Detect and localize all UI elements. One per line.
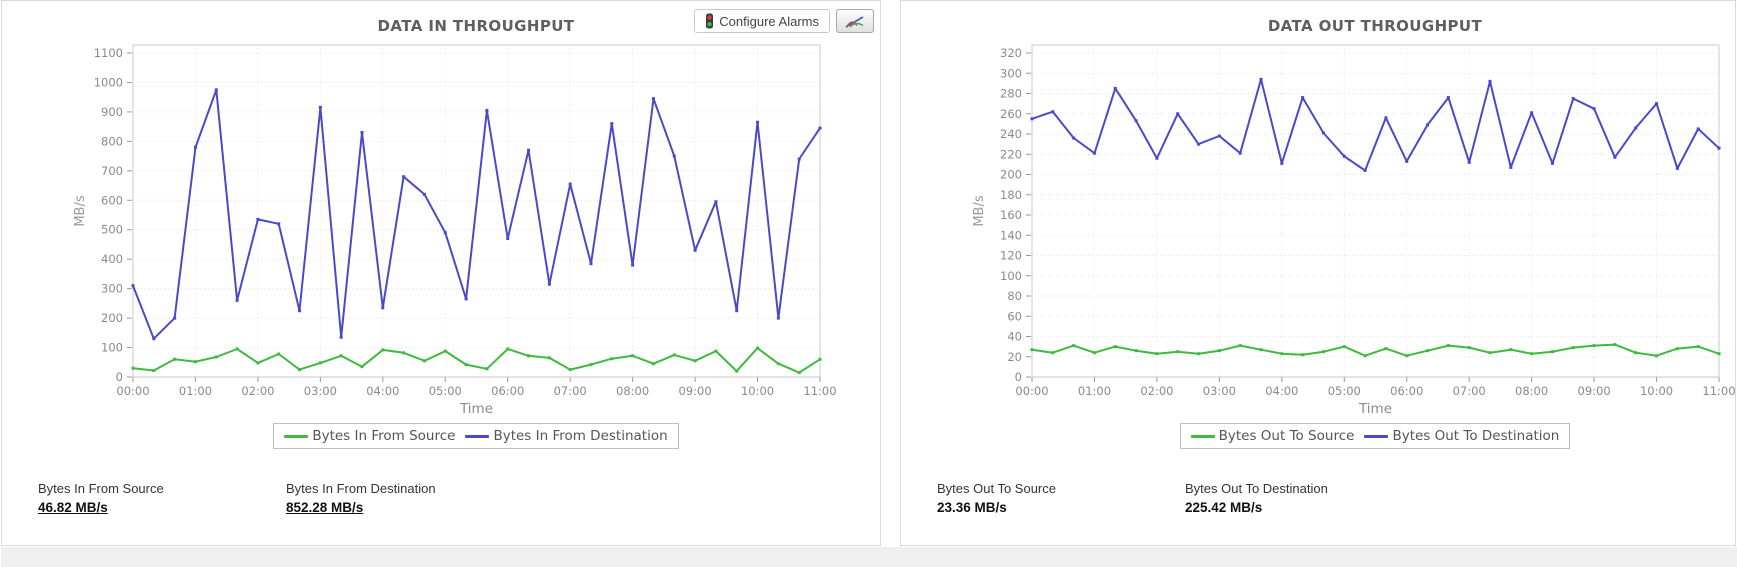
svg-text:0: 0 bbox=[1015, 370, 1022, 384]
svg-text:80: 80 bbox=[1007, 289, 1022, 303]
svg-text:280: 280 bbox=[1000, 87, 1022, 101]
data-in-panel: Configure Alarms DATA IN THROUGHPUT 0 100… bbox=[1, 0, 881, 546]
svg-text:300: 300 bbox=[101, 282, 123, 296]
data-in-legend: Bytes In From Source Bytes In From Desti… bbox=[273, 423, 679, 449]
svg-text:800: 800 bbox=[101, 134, 123, 148]
svg-text:180: 180 bbox=[1000, 188, 1022, 202]
svg-text:08:00: 08:00 bbox=[1515, 384, 1548, 398]
configure-alarms-button[interactable]: Configure Alarms bbox=[694, 9, 830, 33]
svg-text:700: 700 bbox=[101, 164, 123, 178]
legend-item-bytes-out-destination: Bytes Out To Destination bbox=[1364, 428, 1559, 444]
svg-text:01:00: 01:00 bbox=[179, 384, 212, 398]
svg-text:120: 120 bbox=[1000, 249, 1022, 263]
svg-text:02:00: 02:00 bbox=[1140, 384, 1173, 398]
svg-text:04:00: 04:00 bbox=[366, 384, 399, 398]
svg-text:900: 900 bbox=[101, 105, 123, 119]
stat-label: Bytes In From Source bbox=[38, 481, 164, 496]
svg-text:1000: 1000 bbox=[94, 75, 123, 89]
svg-text:09:00: 09:00 bbox=[679, 384, 712, 398]
svg-text:06:00: 06:00 bbox=[1390, 384, 1423, 398]
stat-bytes-in-source: Bytes In From Source 46.82 MB/s bbox=[38, 481, 286, 515]
svg-text:160: 160 bbox=[1000, 208, 1022, 222]
svg-text:1100: 1100 bbox=[94, 46, 123, 60]
svg-text:11:00: 11:00 bbox=[803, 384, 836, 398]
svg-text:00:00: 00:00 bbox=[116, 384, 149, 398]
svg-text:40: 40 bbox=[1007, 330, 1022, 344]
chart-title-data-out: DATA OUT THROUGHPUT bbox=[1267, 17, 1483, 35]
chart-title-data-in: DATA IN THROUGHPUT bbox=[377, 17, 575, 35]
svg-text:200: 200 bbox=[101, 311, 123, 325]
legend-item-bytes-out-source: Bytes Out To Source bbox=[1190, 428, 1355, 444]
chart-view-button[interactable] bbox=[836, 9, 874, 33]
svg-text:260: 260 bbox=[1000, 107, 1022, 121]
svg-text:100: 100 bbox=[101, 341, 123, 355]
svg-text:11:00: 11:00 bbox=[1702, 384, 1735, 398]
data-out-legend: Bytes Out To Source Bytes Out To Destina… bbox=[1179, 423, 1571, 449]
line-chart-icon bbox=[844, 14, 866, 29]
svg-text:09:00: 09:00 bbox=[1578, 384, 1611, 398]
stat-label: Bytes In From Destination bbox=[286, 481, 436, 496]
svg-text:05:00: 05:00 bbox=[1328, 384, 1361, 398]
svg-text:05:00: 05:00 bbox=[429, 384, 462, 398]
legend-item-bytes-in-source: Bytes In From Source bbox=[284, 428, 455, 444]
svg-text:600: 600 bbox=[101, 193, 123, 207]
svg-text:03:00: 03:00 bbox=[1203, 384, 1236, 398]
svg-text:07:00: 07:00 bbox=[1453, 384, 1486, 398]
svg-text:200: 200 bbox=[1000, 168, 1022, 182]
svg-text:10:00: 10:00 bbox=[741, 384, 774, 398]
stat-value: 852.28 MB/s bbox=[286, 500, 364, 515]
svg-text:00:00: 00:00 bbox=[1015, 384, 1048, 398]
svg-text:100: 100 bbox=[1000, 269, 1022, 283]
legend-label: Bytes In From Source bbox=[312, 428, 456, 444]
svg-text:240: 240 bbox=[1000, 127, 1022, 141]
svg-text:MB/s: MB/s bbox=[972, 195, 987, 227]
svg-text:Time: Time bbox=[1358, 401, 1392, 417]
svg-text:20: 20 bbox=[1007, 350, 1022, 364]
legend-label: Bytes Out To Destination bbox=[1392, 428, 1560, 444]
svg-text:220: 220 bbox=[1000, 147, 1022, 161]
svg-text:140: 140 bbox=[1000, 228, 1022, 242]
svg-text:04:00: 04:00 bbox=[1265, 384, 1298, 398]
data-out-throughput-chart: 0 20 40 60 80 100 120 140 160 180 200 220 240 260 280 3… bbox=[972, 44, 1736, 417]
stat-value: 225.42 MB/s bbox=[1185, 500, 1263, 515]
legend-label: Bytes Out To Source bbox=[1218, 428, 1355, 444]
svg-text:400: 400 bbox=[101, 252, 123, 266]
svg-text:01:00: 01:00 bbox=[1078, 384, 1111, 398]
stat-bytes-in-destination: Bytes In From Destination 852.28 MB/s bbox=[286, 481, 534, 515]
traffic-light-icon bbox=[705, 13, 714, 29]
data-out-stats: Bytes Out To Source 23.36 MB/s Bytes Out… bbox=[901, 481, 1735, 515]
data-out-panel: DATA OUT THROUGHPUT 0 20 40 60 80 100 120 140 16… bbox=[900, 0, 1736, 546]
blue-line-swatch bbox=[1364, 434, 1389, 438]
configure-alarms-label: Configure Alarms bbox=[719, 13, 819, 29]
svg-text:06:00: 06:00 bbox=[491, 384, 524, 398]
svg-text:07:00: 07:00 bbox=[554, 384, 587, 398]
svg-text:300: 300 bbox=[1000, 66, 1022, 80]
data-in-stats: Bytes In From Source 46.82 MB/s Bytes In… bbox=[2, 481, 880, 515]
blue-line-swatch bbox=[465, 434, 490, 438]
stat-bytes-out-destination: Bytes Out To Destination 225.42 MB/s bbox=[1185, 481, 1433, 515]
stat-value: 46.82 MB/s bbox=[38, 500, 108, 515]
stat-value: 23.36 MB/s bbox=[937, 500, 1007, 515]
stat-label: Bytes Out To Source bbox=[937, 481, 1056, 496]
svg-text:0: 0 bbox=[116, 370, 123, 384]
svg-text:08:00: 08:00 bbox=[616, 384, 649, 398]
stat-label: Bytes Out To Destination bbox=[1185, 481, 1328, 496]
stat-bytes-out-source: Bytes Out To Source 23.36 MB/s bbox=[937, 481, 1185, 515]
svg-text:60: 60 bbox=[1007, 309, 1022, 323]
legend-label: Bytes In From Destination bbox=[493, 428, 668, 444]
legend-item-bytes-in-destination: Bytes In From Destination bbox=[465, 428, 668, 444]
page-background-strip bbox=[1, 547, 1737, 567]
data-in-throughput-chart: 0 100 200 300 400 500 600 700 800 900 1000 1100 00:0… bbox=[73, 44, 837, 417]
svg-text:500: 500 bbox=[101, 223, 123, 237]
svg-text:02:00: 02:00 bbox=[241, 384, 274, 398]
svg-text:320: 320 bbox=[1000, 46, 1022, 60]
svg-text:03:00: 03:00 bbox=[304, 384, 337, 398]
green-line-swatch bbox=[284, 434, 309, 438]
svg-text:MB/s: MB/s bbox=[73, 195, 88, 227]
svg-text:10:00: 10:00 bbox=[1640, 384, 1673, 398]
svg-text:Time: Time bbox=[459, 401, 493, 417]
green-line-swatch bbox=[1190, 434, 1215, 438]
